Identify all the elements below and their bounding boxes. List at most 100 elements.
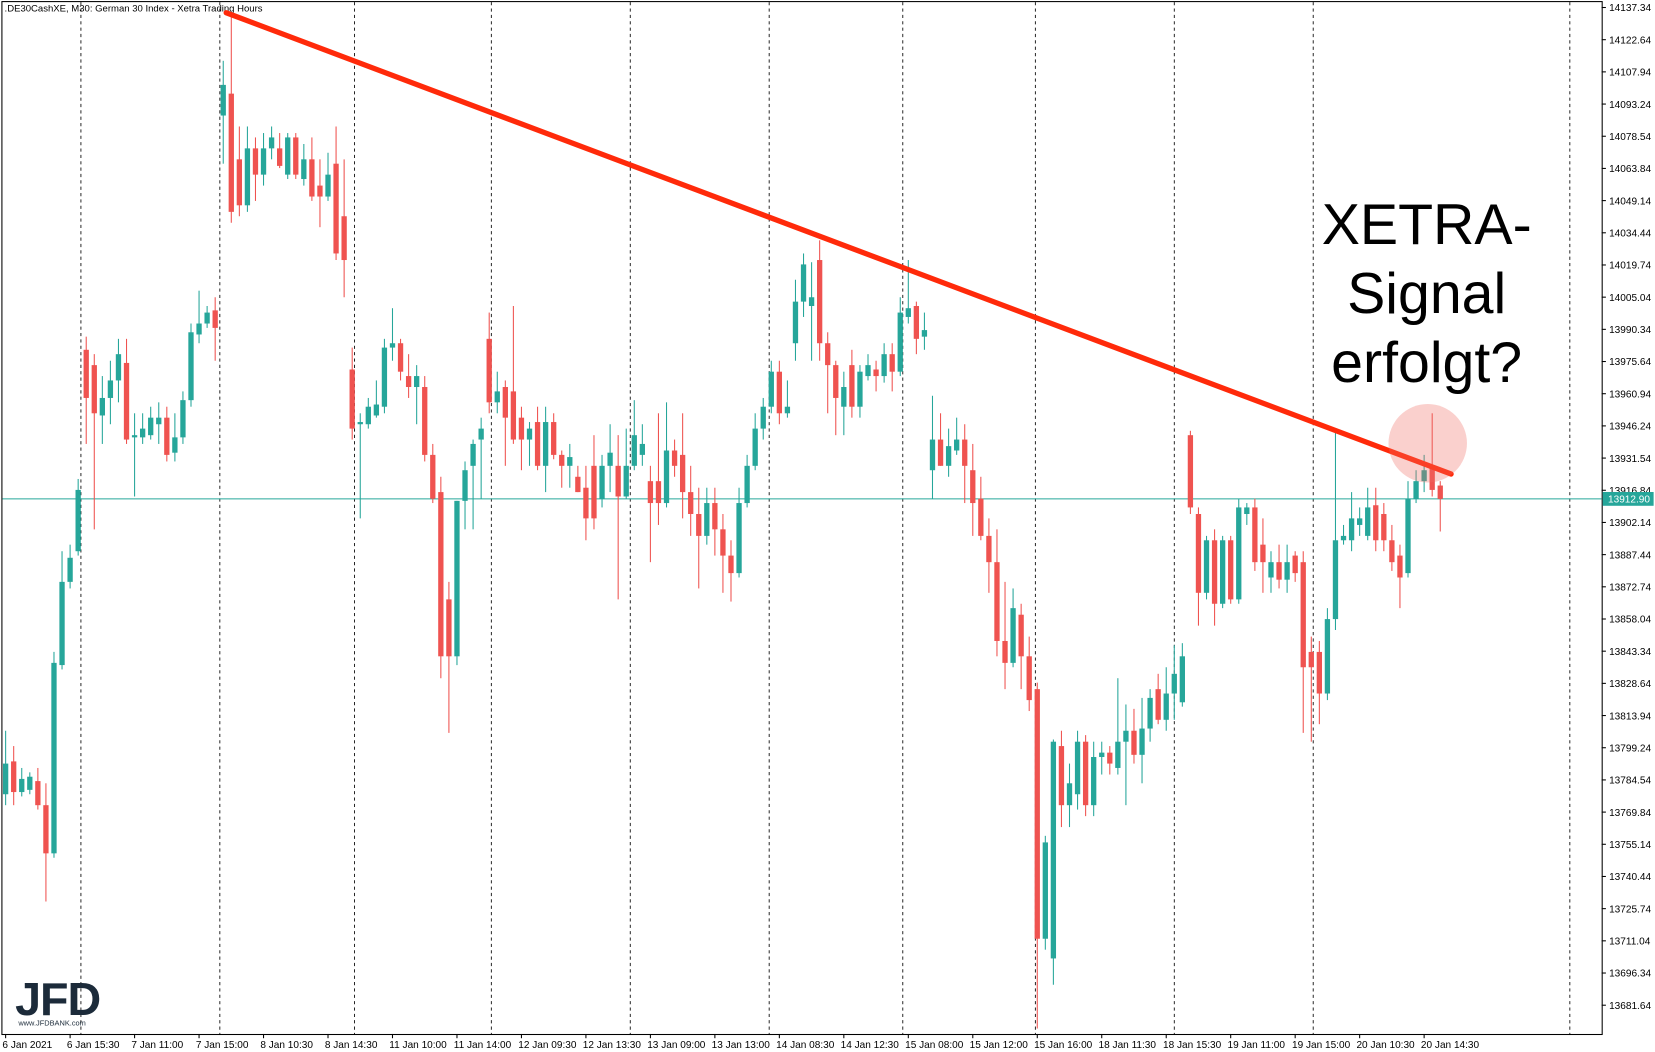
candle-body — [2, 763, 9, 795]
y-tick-label: 13916.84 — [1609, 486, 1651, 497]
candle-body — [430, 454, 436, 499]
candle-body — [937, 439, 944, 466]
candle-body — [631, 435, 637, 466]
candle-body — [865, 365, 871, 377]
candle-body — [1155, 689, 1161, 720]
x-tick-label: 7 Jan 15:00 — [196, 1040, 249, 1051]
candle-body — [825, 343, 831, 366]
candle-body — [1276, 562, 1282, 580]
candle-body — [792, 301, 799, 344]
x-tick-label: 15 Jan 12:00 — [970, 1040, 1029, 1051]
candle-body — [1389, 540, 1395, 563]
candle-body — [551, 422, 557, 455]
candle-body — [833, 365, 839, 398]
y-tick-label: 13990.34 — [1609, 325, 1651, 336]
y-tick-label: 13931.54 — [1609, 454, 1651, 465]
candle-body — [268, 137, 275, 149]
candle-body — [43, 805, 49, 854]
candle-body — [1381, 513, 1387, 541]
candle-body — [325, 174, 331, 197]
x-tick-label: 15 Jan 08:00 — [905, 1040, 964, 1051]
candle-body — [333, 163, 339, 254]
candle-body — [849, 365, 855, 407]
candle-body — [929, 439, 936, 471]
candle-body — [1107, 752, 1113, 764]
candle-body — [817, 260, 823, 344]
candle-body — [905, 308, 911, 317]
candle-body — [341, 216, 347, 261]
candle-body — [236, 159, 243, 206]
y-tick-label: 14019.74 — [1609, 261, 1651, 272]
candle-body — [502, 387, 508, 418]
candle-body — [1405, 498, 1411, 574]
candle-body — [752, 428, 758, 466]
candle-body — [986, 535, 992, 563]
candle-body — [309, 159, 315, 197]
candle-body — [873, 369, 879, 377]
candle-body — [1421, 470, 1427, 482]
y-tick-label: 13769.84 — [1609, 808, 1651, 819]
candle-body — [1058, 746, 1065, 806]
candle-body — [615, 465, 621, 497]
candle-body — [776, 371, 783, 414]
candle-body — [349, 369, 355, 429]
candle-body — [188, 332, 194, 401]
y-tick-label: 13725.74 — [1609, 904, 1651, 915]
candle-body — [655, 481, 662, 504]
candle-body — [1203, 540, 1210, 593]
candle-body — [204, 312, 210, 324]
candle-body — [486, 338, 492, 403]
candle-body — [599, 465, 605, 499]
candle-body — [1348, 518, 1355, 541]
candle-body — [59, 581, 65, 666]
candle-body — [107, 380, 114, 398]
candle-body — [728, 555, 734, 574]
candle-body — [1332, 540, 1339, 620]
candle-body — [1429, 465, 1435, 490]
candle-body — [688, 492, 694, 514]
annotation-line: XETRA- — [1322, 193, 1532, 257]
candle-body — [1260, 544, 1266, 563]
x-tick-label: 15 Jan 16:00 — [1034, 1040, 1093, 1051]
candle-body — [510, 391, 517, 440]
candle-body — [196, 323, 202, 335]
candle-body — [1340, 535, 1347, 541]
candle-body — [285, 137, 291, 175]
candle-body — [91, 365, 97, 414]
y-tick-label: 13681.64 — [1609, 1001, 1651, 1012]
last-price-box — [1602, 491, 1654, 506]
candle-body — [671, 450, 678, 466]
candle-body — [373, 404, 380, 416]
candle-body — [51, 662, 57, 854]
candle-body — [800, 264, 807, 302]
candle-body — [1066, 783, 1073, 806]
candle-body — [1228, 540, 1234, 600]
candle-body — [1324, 619, 1331, 694]
y-tick-label: 13755.14 — [1609, 840, 1651, 851]
candle-body — [317, 185, 323, 197]
x-tick-label: 12 Jan 09:30 — [518, 1040, 577, 1051]
candles — [2, 12, 1443, 1029]
candle-body — [841, 387, 847, 407]
y-tick-label: 13975.64 — [1609, 357, 1651, 368]
candle-body — [1211, 540, 1218, 604]
candle-body — [1010, 608, 1016, 663]
candle-body — [607, 452, 613, 466]
candle-body — [575, 476, 581, 493]
candle-body — [1268, 562, 1274, 578]
candle-body — [567, 457, 573, 466]
candle-body — [172, 437, 178, 453]
candle-body — [1115, 741, 1121, 768]
x-tick-label: 8 Jan 10:30 — [260, 1040, 313, 1051]
candle-body — [534, 422, 541, 466]
candle-body — [293, 137, 299, 175]
y-tick-label: 14122.64 — [1609, 35, 1651, 46]
x-tick-label: 11 Jan 10:00 — [389, 1040, 447, 1051]
x-tick-label: 12 Jan 13:30 — [583, 1040, 642, 1051]
candle-body — [1147, 697, 1153, 729]
candle-body — [115, 354, 122, 381]
candle-body — [1292, 555, 1298, 574]
trend-line — [223, 10, 1454, 477]
candle-body — [35, 781, 41, 806]
